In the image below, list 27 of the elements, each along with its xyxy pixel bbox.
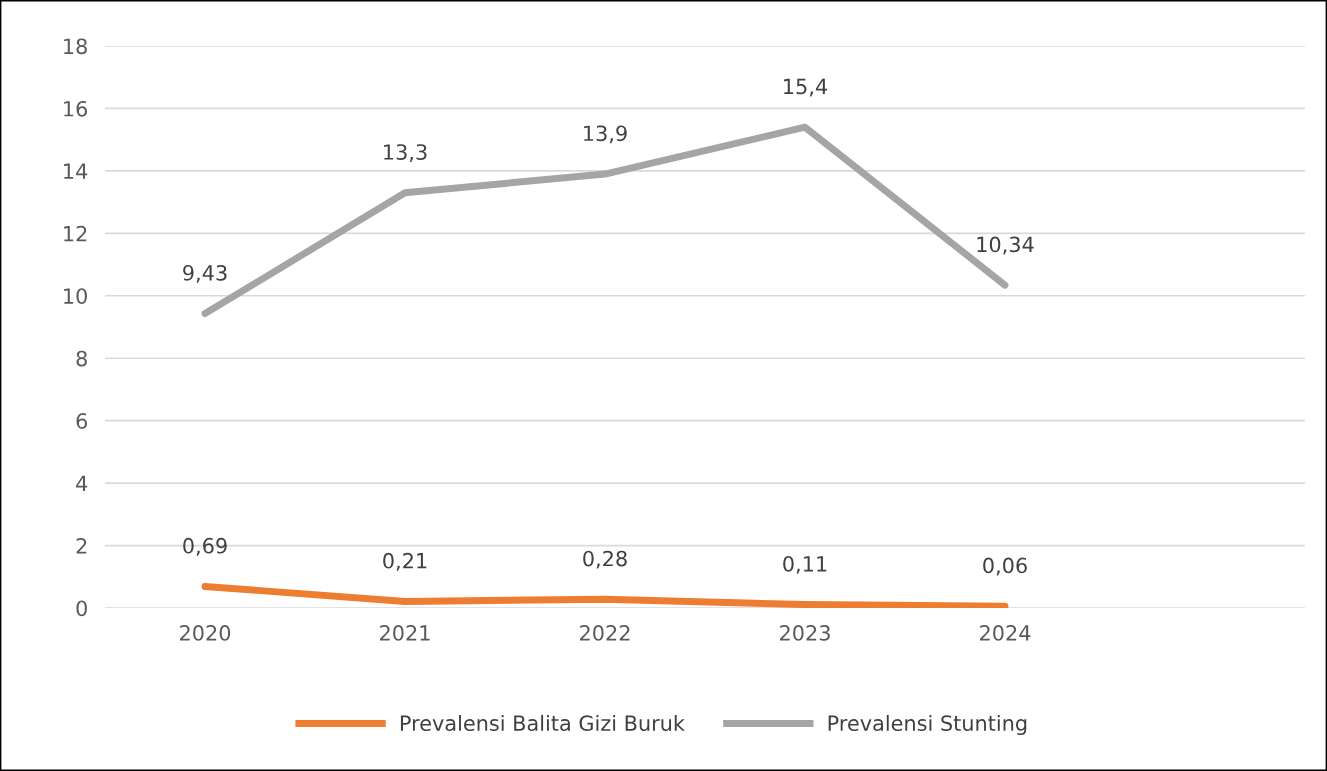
data-label: 9,43 xyxy=(183,264,227,283)
x-tick-label: 2024 xyxy=(980,625,1031,641)
y-tick-label: 2 xyxy=(76,538,87,554)
data-label: 13,9 xyxy=(584,125,627,144)
legend-label: Prevalensi Balita Gizi Buruk xyxy=(400,714,685,732)
x-tick-label: 2021 xyxy=(380,625,430,641)
y-tick-label: 12 xyxy=(64,225,87,242)
y-tick-label: 0 xyxy=(76,600,87,617)
data-label: 0,28 xyxy=(583,550,627,569)
data-label: 0,21 xyxy=(383,552,427,571)
data-label: 0,06 xyxy=(983,557,1027,576)
x-tick-label: 2020 xyxy=(180,625,231,641)
y-tick-label: 18 xyxy=(64,38,87,55)
y-tick-label: 14 xyxy=(64,163,88,179)
y-tick-label: 4 xyxy=(76,475,88,492)
data-label: 0,11 xyxy=(783,555,827,574)
y-tick-label: 10 xyxy=(64,288,87,304)
data-label: 13,3 xyxy=(384,144,427,163)
y-tick-label: 8 xyxy=(76,350,87,367)
data-label: 10,34 xyxy=(977,236,1034,255)
data-label: 15,4 xyxy=(784,78,828,97)
x-tick-label: 2023 xyxy=(780,625,830,641)
y-tick-label: 6 xyxy=(76,413,88,429)
y-tick-label: 16 xyxy=(64,100,88,117)
x-tick-label: 2022 xyxy=(580,625,630,641)
legend-label: Prevalensi Stunting xyxy=(828,714,1027,736)
data-label: 0,69 xyxy=(183,537,227,556)
